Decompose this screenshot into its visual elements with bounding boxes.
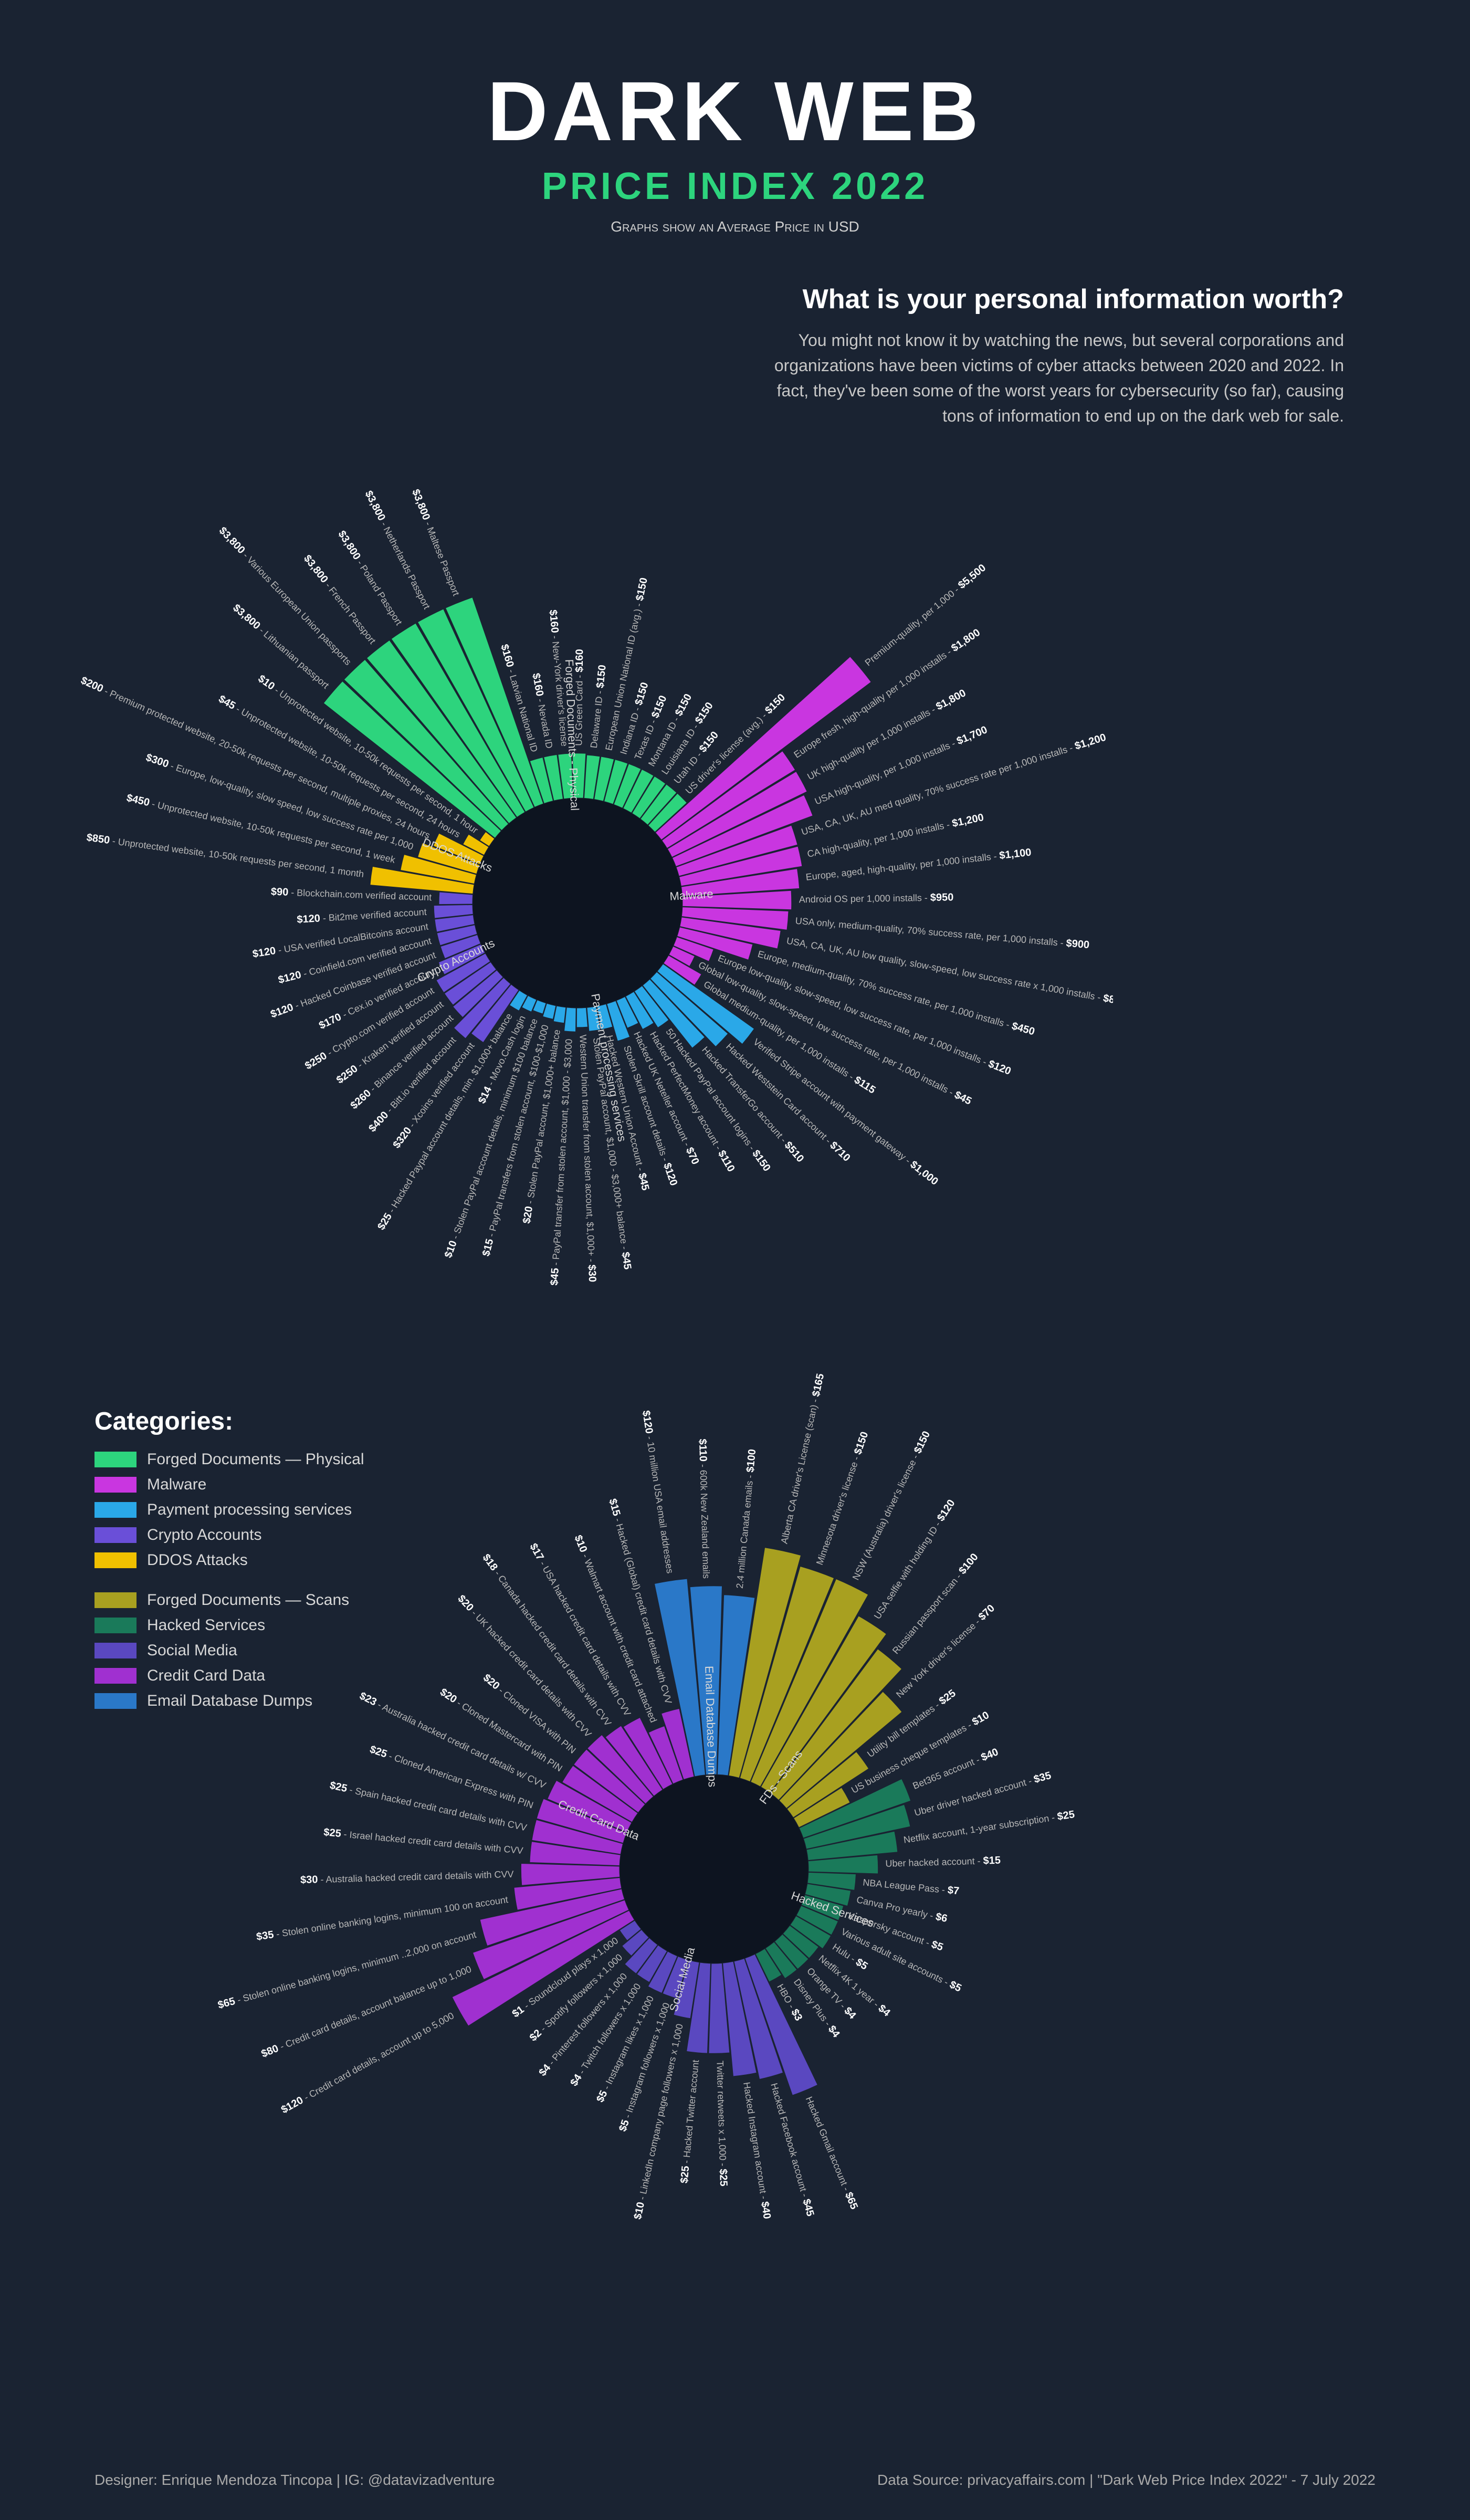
bar-label: Delaware ID - $150 [588, 664, 608, 749]
legend-swatch [94, 1618, 136, 1633]
bar-label: Western Union transfer from stolen accou… [577, 1034, 598, 1282]
category-label: Malware [669, 887, 714, 903]
bar-label: $120 - 10 million USA email addresses [640, 1410, 676, 1574]
legend-label: Credit Card Data [147, 1667, 265, 1685]
legend-label: Hacked Services [147, 1616, 265, 1634]
bar-label: New York driver's license - $70 [894, 1603, 998, 1700]
footer: Designer: Enrique Mendoza Tincopa | IG: … [0, 2472, 1470, 2488]
legend-label: Social Media [147, 1642, 237, 1660]
legend-swatch [94, 1643, 136, 1658]
bar-label: $25 - Israel hacked credit card details … [323, 1826, 523, 1856]
bar-label: NBA League Pass - $7 [862, 1877, 960, 1897]
legend-swatch [94, 1527, 136, 1543]
legend-label: Forged Documents — Scans [147, 1591, 349, 1609]
legend-label: Email Database Dumps [147, 1692, 312, 1710]
legend-item: Credit Card Data [94, 1667, 364, 1685]
bar-label: $30 - Australia hacked credit card detai… [300, 1868, 514, 1886]
bar-label: $10 - LinkedIn company page followers x … [632, 2023, 686, 2221]
legend-item: Payment processing services [94, 1501, 364, 1519]
legend-swatch [94, 1502, 136, 1518]
header: DARK WEB PRICE INDEX 2022 Graphs show an… [0, 0, 1470, 256]
footer-right: Data Source: privacyaffairs.com | "Dark … [877, 2472, 1376, 2488]
bar-label: 2.4 million Canada emails - $100 [734, 1448, 759, 1589]
legend-label: Forged Documents — Physical [147, 1451, 364, 1468]
bar-label: Hacked Gmail account - $65 [803, 2095, 860, 2211]
bar-label: $65 - Stolen online banking logins, mini… [217, 1929, 478, 2011]
tagline: Graphs show an Average Price in USD [0, 218, 1470, 235]
legend-item: Email Database Dumps [94, 1692, 364, 1710]
bar-label: Android OS per 1,000 installs - $950 [799, 892, 954, 906]
legend-item: Crypto Accounts [94, 1526, 364, 1544]
bar-label: $110 - 600k New Zealand emails [697, 1438, 712, 1579]
bar-label: Premium-quality, per 1,000 - $5,500 [863, 562, 988, 669]
bar-label: $120 - USA verified LocalBitcoins accoun… [251, 921, 429, 960]
bar-label: Twitter retweets x 1,000 - $25 [714, 2061, 729, 2187]
legend-item: Forged Documents — Physical [94, 1451, 364, 1468]
bar-label: $120 - Bit2me verified account [297, 906, 427, 926]
intro-heading: What is your personal information worth? [766, 284, 1344, 315]
legend-swatch [94, 1668, 136, 1684]
legend-title: Categories: [94, 1407, 364, 1436]
subtitle: PRICE INDEX 2022 [0, 165, 1470, 208]
bar-label: $120 - Credit card details, account up t… [279, 2010, 456, 2116]
bar-label: $3,800 - Lithuanian passport [230, 602, 331, 691]
legend-item: Malware [94, 1476, 364, 1494]
bar-label: $80 - Credit card details, account balan… [260, 1964, 474, 2060]
main-title: DARK WEB [0, 63, 1470, 160]
bar-label: Alberta CA driver's License (scan) - $16… [779, 1372, 827, 1545]
legend-item: Forged Documents — Scans [94, 1591, 364, 1609]
legend-swatch [94, 1592, 136, 1608]
legend-item: DDOS Attacks [94, 1551, 364, 1569]
radial-bar [564, 1007, 576, 1032]
legend-swatch [94, 1477, 136, 1493]
radial-chart-1: $3,800 - Lithuanian passport$3,800 - Var… [42, 368, 1113, 1441]
legend-label: Crypto Accounts [147, 1526, 261, 1544]
legend-item: Social Media [94, 1642, 364, 1660]
radial-bar [439, 892, 473, 905]
bar-label: Minnesota driver's license - $150 [814, 1430, 870, 1566]
bar-label: $25 - Hacked Twitter account [679, 2060, 702, 2184]
legend-label: Malware [147, 1476, 206, 1494]
bar-label: $90 - Blockchain.com verified account [271, 886, 432, 904]
legend-item: Hacked Services [94, 1616, 364, 1634]
bar-label: Uber hacked account - $15 [885, 1855, 1001, 1870]
legend-swatch [94, 1693, 136, 1709]
legend-swatch [94, 1452, 136, 1467]
radial-bar [576, 1007, 587, 1027]
footer-left: Designer: Enrique Mendoza Tincopa | IG: … [94, 2472, 495, 2488]
bar-label: Verified Stripe account with payment gat… [751, 1036, 940, 1188]
legend: Categories: Forged Documents — Physical M… [94, 1407, 364, 1717]
legend-label: DDOS Attacks [147, 1551, 248, 1569]
category-label: Email Database Dumps [702, 1666, 719, 1788]
legend-swatch [94, 1552, 136, 1568]
legend-label: Payment processing services [147, 1501, 352, 1519]
bar-label: Hacked Instagram account - $40 [741, 2081, 773, 2220]
